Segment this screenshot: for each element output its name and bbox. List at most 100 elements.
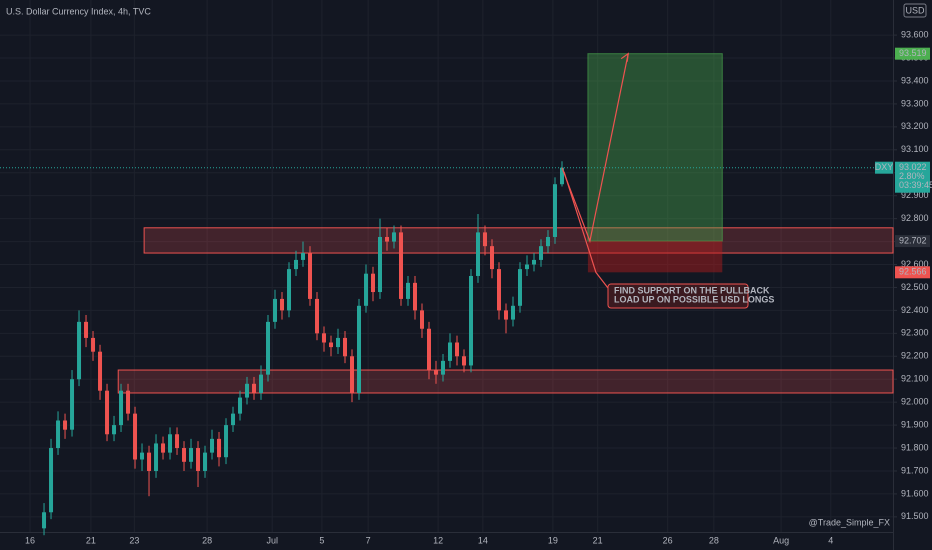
candle-body	[280, 298, 285, 311]
y-tick-label: 92.300	[901, 328, 929, 338]
candle-body	[56, 420, 61, 449]
y-tick-label: 93.400	[901, 75, 929, 85]
candle-body	[154, 443, 159, 471]
candle-body	[482, 232, 487, 247]
candle-body	[559, 167, 564, 185]
candle-body	[91, 337, 96, 352]
candle-body	[182, 448, 187, 462]
candle-body	[266, 321, 271, 375]
candle-body	[447, 342, 452, 361]
candle-body	[105, 390, 110, 435]
y-tick-label: 92.900	[901, 190, 929, 200]
candle-body	[427, 328, 432, 371]
y-tick-label: 91.900	[901, 419, 929, 429]
x-tick-label: Aug	[773, 535, 789, 545]
x-tick-label: 26	[663, 535, 673, 545]
x-tick-label: 12	[433, 535, 443, 545]
candle-body	[496, 269, 501, 311]
y-tick-label: 92.000	[901, 397, 929, 407]
candle-body	[196, 448, 201, 471]
candle-body	[49, 448, 54, 513]
y-tick-label: 92.200	[901, 351, 929, 361]
candle-body	[434, 370, 439, 375]
candle-body	[371, 273, 376, 293]
y-tick-label: 92.400	[901, 305, 929, 315]
candle-body	[454, 342, 459, 357]
symbol-bg	[875, 161, 893, 174]
last-price-bg	[895, 161, 930, 193]
profit-zone	[587, 53, 723, 242]
x-tick-label: 16	[25, 535, 35, 545]
candle-body	[77, 321, 82, 380]
trade-arrow	[561, 53, 629, 244]
candle-body	[308, 253, 313, 299]
y-tick-label: 93.300	[901, 98, 929, 108]
support-zone	[143, 227, 894, 254]
y-tick-label: 92.800	[901, 213, 929, 223]
target-label: 93.519	[899, 48, 927, 58]
candle-body	[315, 298, 320, 334]
candle-body	[524, 264, 529, 270]
candle-body	[168, 434, 173, 453]
candle-body	[350, 356, 355, 393]
candle-body	[259, 374, 264, 393]
candle-body	[84, 321, 89, 338]
candle-body	[322, 333, 327, 343]
chart-title: U.S. Dollar Currency Index, 4h, TVC	[6, 6, 151, 16]
candle-body	[517, 269, 522, 306]
candle-body	[545, 236, 550, 247]
y-tick-label: 93.200	[901, 121, 929, 131]
candle-body	[357, 305, 362, 393]
candle-body	[468, 275, 473, 366]
change-label: 2.80%	[899, 171, 925, 181]
stop-label: 92.566	[899, 267, 927, 277]
candle-body	[42, 512, 47, 529]
candle-body	[475, 232, 480, 276]
y-tick-label: 91.600	[901, 488, 929, 498]
x-tick-label: 5	[319, 535, 324, 545]
y-tick-label: 93.100	[901, 144, 929, 154]
target-label-bg	[895, 47, 930, 60]
candle-body	[252, 383, 257, 393]
candle-body	[189, 448, 194, 462]
candle-body	[70, 379, 75, 430]
candle-body	[98, 351, 103, 391]
candle-body	[461, 356, 466, 366]
support-zone	[117, 369, 894, 394]
watermark: @Trade_Simple_FX	[809, 517, 890, 527]
x-tick-label: 7	[366, 535, 371, 545]
candle-body	[133, 413, 138, 460]
symbol-label: DXY	[875, 162, 894, 172]
candle-body	[413, 282, 418, 311]
x-tick-label: 21	[86, 535, 96, 545]
candle-body	[203, 452, 208, 471]
candle-body	[119, 390, 124, 426]
candle-body	[420, 310, 425, 329]
entry-label: 92.702	[899, 235, 927, 245]
currency-box	[903, 3, 927, 18]
x-tick-label: Jul	[266, 535, 278, 545]
countdown-label: 03:39:45	[899, 180, 932, 190]
stop-label-bg	[895, 266, 930, 279]
x-tick-label: 4	[828, 535, 833, 545]
y-tick-label: 92.600	[901, 259, 929, 269]
candle-body	[273, 298, 278, 322]
y-tick-label: 92.100	[901, 374, 929, 384]
candle-body	[301, 253, 306, 260]
candle-body	[112, 425, 117, 435]
callout-text: FIND SUPPORT ON THE PULLBACK	[614, 285, 770, 295]
candle-body	[538, 246, 543, 260]
candle-body	[245, 383, 250, 398]
candle-body	[385, 236, 390, 242]
candle-body	[336, 337, 341, 348]
arrow-head	[620, 52, 629, 62]
candle-body	[406, 282, 411, 299]
x-tick-label: 19	[548, 535, 558, 545]
x-tick-label: 23	[129, 535, 139, 545]
candle-body	[161, 443, 166, 453]
candle-body	[217, 438, 222, 458]
candle-body	[441, 360, 446, 375]
candle-body	[392, 232, 397, 242]
candle-body	[294, 259, 299, 270]
